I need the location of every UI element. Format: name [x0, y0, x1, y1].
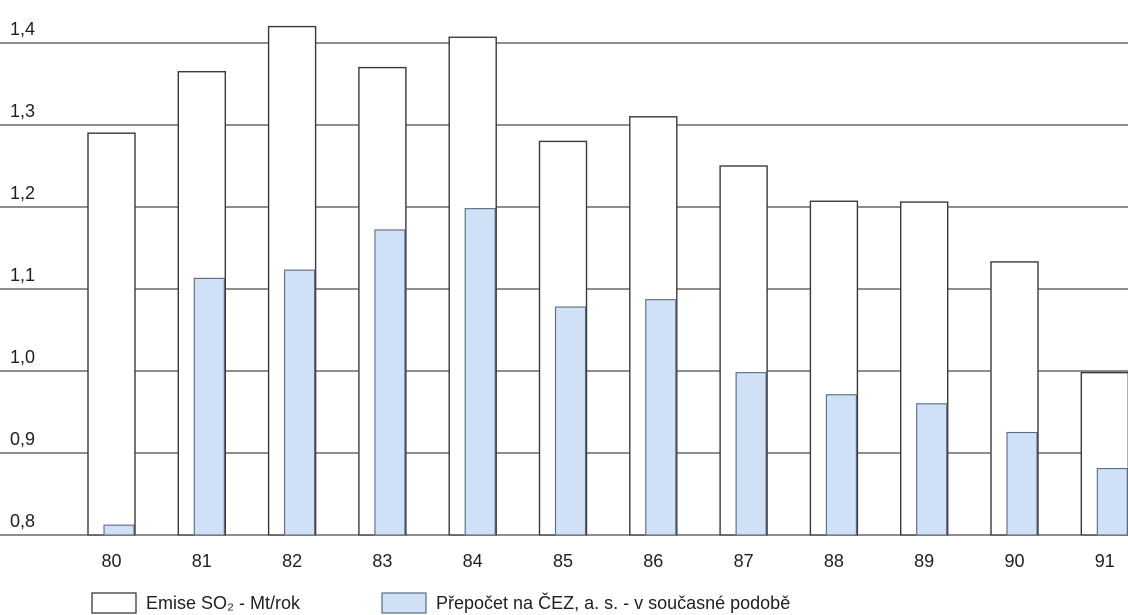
bar-prepocet-85: [554, 306, 587, 536]
y-tick-label: 1,0: [10, 347, 35, 367]
bar-prepocet-84: [464, 208, 496, 536]
bars: [87, 25, 1128, 536]
x-axis-ticks: 80 81 82 83 84 85 86 87 88 89 90 91: [101, 551, 1114, 571]
x-tick-label-90: 90: [1004, 551, 1024, 571]
y-tick-label: 0,8: [10, 511, 35, 531]
y-tick-label: 1,1: [10, 265, 35, 285]
legend-swatch-prepocet: [381, 592, 427, 614]
y-tick-label: 1,4: [10, 19, 35, 39]
x-tick-label-86: 86: [643, 551, 663, 571]
legend-label-prepocet: Přepočet na ČEZ, a. s. - v současné podo…: [436, 592, 790, 613]
legend-label-emise: Emise SO₂ - Mt/rok: [146, 593, 301, 613]
bar-prepocet-89: [916, 403, 948, 536]
x-tick-label-83: 83: [372, 551, 392, 571]
bar-prepocet-87: [735, 372, 767, 536]
bar-prepocet-81: [193, 277, 225, 536]
bar-prepocet-88: [825, 394, 857, 536]
legend-swatch-emise: [91, 592, 137, 614]
y-axis-ticks: 1,4 1,3 1,2 1,1 1,0 0,9 0,8: [10, 19, 35, 531]
bar-prepocet-82: [284, 269, 316, 536]
x-tick-label-87: 87: [734, 551, 754, 571]
x-tick-label-85: 85: [553, 551, 573, 571]
x-tick-label-89: 89: [914, 551, 934, 571]
x-tick-label-81: 81: [192, 551, 212, 571]
bar-prepocet-83: [374, 229, 406, 536]
x-tick-label-91: 91: [1095, 551, 1115, 571]
x-tick-label-88: 88: [824, 551, 844, 571]
legend: Emise SO₂ - Mt/rok Přepočet na ČEZ, a. s…: [91, 592, 790, 614]
bar-prepocet-86: [645, 299, 677, 536]
y-tick-label: 1,3: [10, 101, 35, 121]
bar-prepocet-91: [1096, 468, 1128, 536]
x-tick-label-84: 84: [463, 551, 483, 571]
x-tick-label-82: 82: [282, 551, 302, 571]
bar-emise-80: [87, 132, 136, 536]
bar-prepocet-80: [103, 524, 135, 536]
y-tick-label: 1,2: [10, 183, 35, 203]
y-tick-label: 0,9: [10, 429, 35, 449]
bar-prepocet-90: [1006, 431, 1038, 536]
x-tick-label-80: 80: [101, 551, 121, 571]
